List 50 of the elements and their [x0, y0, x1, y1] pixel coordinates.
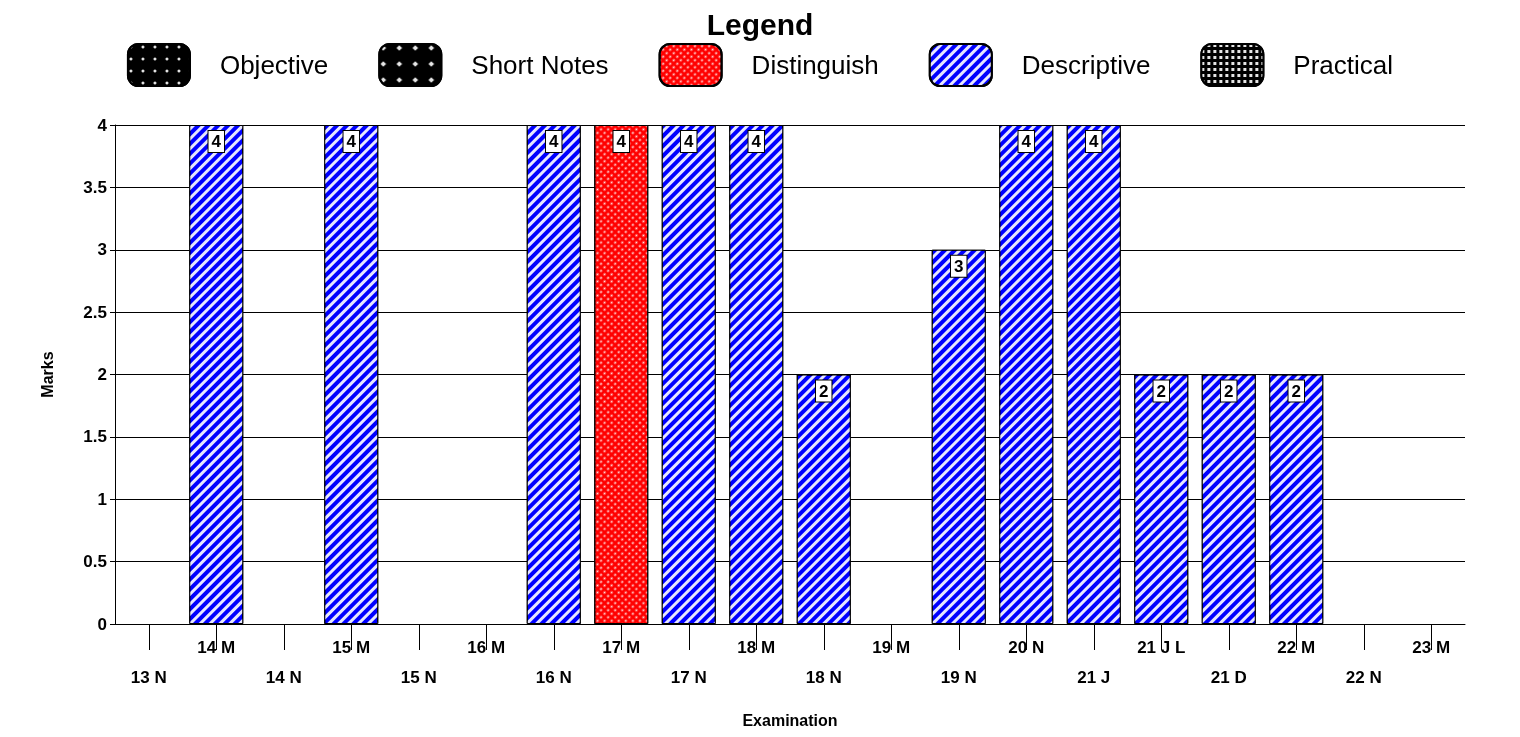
x-tick-label: 21 D: [1210, 667, 1247, 687]
x-tick-label: 22 N: [1345, 667, 1382, 687]
x-tick-label: 19 N: [940, 667, 977, 687]
legend-label: Descriptive: [1021, 50, 1151, 80]
x-tick-label: 21 J L: [1137, 637, 1186, 657]
legend-label: Short Notes: [471, 50, 609, 80]
x-tick-label: 15 M: [332, 637, 371, 657]
data-label: 4: [684, 132, 695, 151]
data-label: 2: [819, 381, 829, 401]
x-tick-label: 17 N: [670, 667, 707, 687]
x-tick-label: 20 N: [1008, 637, 1045, 657]
data-label: 4: [549, 132, 560, 151]
x-tick-label: 23 M: [1412, 637, 1451, 657]
y-tick-label: 3.5: [83, 177, 107, 197]
data-label: 4: [346, 132, 357, 151]
data-label: 3: [954, 256, 964, 276]
x-tick-label: 14 M: [197, 637, 236, 657]
x-tick-label: 16 N: [535, 667, 572, 687]
y-tick-label: 0: [97, 614, 107, 634]
x-tick-label: 14 N: [265, 667, 302, 687]
legend-label: Practical: [1293, 50, 1394, 80]
y-tick-label: 4: [97, 115, 108, 135]
x-tick-label: 13 N: [130, 667, 167, 687]
y-tick-label: 1: [97, 489, 107, 509]
data-label: 2: [1224, 381, 1234, 401]
x-tick-label: 18 N: [805, 667, 842, 687]
y-tick-label: 2: [97, 365, 107, 384]
x-tick-label: 15 N: [400, 667, 437, 687]
y-tick-label: 3: [97, 240, 107, 260]
x-tick-label: 21 J: [1077, 667, 1111, 687]
y-axis-title: Marks: [38, 351, 56, 398]
data-label: 4: [1021, 132, 1032, 151]
data-label: 4: [1089, 132, 1100, 151]
legend-label: Distinguish: [751, 50, 879, 80]
data-label: 2: [1156, 381, 1166, 401]
legend-title: Legend: [706, 7, 814, 41]
x-axis-title: Examination: [742, 711, 838, 729]
x-tick-label: 17 M: [602, 637, 641, 657]
x-tick-label: 22 M: [1277, 637, 1316, 657]
data-label: 2: [1291, 381, 1301, 401]
y-tick-label: 0.5: [83, 552, 107, 572]
x-tick-label: 16 M: [467, 637, 506, 657]
data-label: 4: [751, 132, 762, 151]
legend-label: Objective: [219, 50, 329, 80]
data-label: 4: [211, 132, 222, 151]
y-tick-label: 2.5: [83, 302, 107, 322]
x-tick-label: 19 M: [872, 637, 911, 657]
data-label: 4: [616, 132, 627, 151]
x-tick-label: 18 M: [737, 637, 776, 657]
y-tick-label: 1.5: [83, 427, 107, 447]
